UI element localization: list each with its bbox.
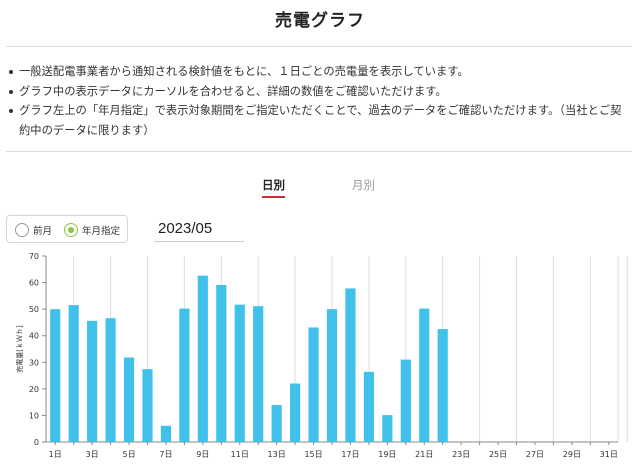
bar-11日 [234,304,245,442]
y-tick-label: 50 [29,305,39,314]
x-tick-label: 13日 [268,450,286,459]
radio-year-month[interactable] [64,223,78,237]
x-tick-label: 15日 [304,450,322,459]
bar-7日 [160,425,172,442]
radio-previous-month[interactable] [15,223,29,237]
bar-9日 [197,275,208,442]
bar-20日 [400,359,411,442]
y-tick-label: 0 [34,438,39,447]
x-tick-label: 23日 [452,450,470,459]
y-tick-label: 30 [29,358,39,367]
period-selector: 前月 年月指定 [6,215,128,243]
bar-8日 [179,308,190,442]
divider [6,151,632,152]
y-tick-label: 70 [29,252,39,261]
bar-19日 [382,415,393,442]
y-tick-label: 40 [29,332,39,341]
x-tick-label: 7日 [159,450,172,459]
bar-4日 [105,318,116,442]
year-month-option[interactable]: 年月指定 [64,222,120,238]
x-tick-label: 11日 [231,450,249,459]
x-tick-label: 27日 [526,450,544,459]
bar-10日 [216,284,227,442]
x-tick-label: 5日 [122,450,135,459]
x-tick-label: 17日 [341,450,359,459]
divider [6,46,632,47]
bar-13日 [271,405,282,442]
x-tick-label: 3日 [86,450,99,459]
tab-daily[interactable]: 日別 [262,176,285,198]
bar-6日 [142,369,153,442]
previous-month-option[interactable]: 前月 [15,222,52,238]
bar-1日 [50,309,61,442]
notes-list: 一般送配電事業者から通知される検針値をもとに、１日ごとの売電量を表示しています。… [6,62,632,140]
bar-2日 [68,305,79,442]
year-month-label: 年月指定 [82,226,121,237]
y-tick-label: 10 [29,411,39,420]
bar-18日 [363,371,374,442]
bar-5日 [123,357,135,442]
note-item: グラフ左上の「年月指定」で表示対象期間をご指定いただくことで、過去のデータをご確… [6,101,632,140]
page-title: 売電グラフ [275,11,365,31]
bar-12日 [253,306,264,442]
bar-14日 [290,383,301,442]
bar-17日 [345,288,356,442]
x-tick-label: 19日 [378,450,396,459]
bar-16日 [326,309,338,442]
x-tick-label: 1日 [49,450,62,459]
x-tick-label: 21日 [415,450,433,459]
year-month-input[interactable] [154,216,244,242]
bar-3日 [87,320,98,442]
note-item: 一般送配電事業者から通知される検針値をもとに、１日ごとの売電量を表示しています。 [6,62,632,82]
x-tick-label: 25日 [489,450,507,459]
note-item: グラフ中の表示データにカーソルを合わせると、詳細の数値をご確認いただけます。 [6,82,632,102]
view-tabs: 日別 月別 [0,176,640,200]
bar-15日 [308,327,319,442]
y-tick-label: 20 [29,385,39,394]
bar-22日 [437,329,448,442]
daily-sales-bar-chart: 0 10 20 30 40 50 60 70 売電量[ｋＷｈ] 1日 3日 5日 7日 9日 11日 13日 1… [15,252,628,459]
bar-21日 [419,308,430,442]
previous-month-label: 前月 [33,226,53,237]
x-tick-label: 31日 [600,450,618,459]
y-tick-label: 60 [29,279,39,288]
x-tick-label: 9日 [196,450,209,459]
tab-monthly[interactable]: 月別 [352,178,375,192]
x-tick-label: 29日 [563,450,581,459]
y-axis-title: 売電量[ｋＷｈ] [15,325,24,373]
